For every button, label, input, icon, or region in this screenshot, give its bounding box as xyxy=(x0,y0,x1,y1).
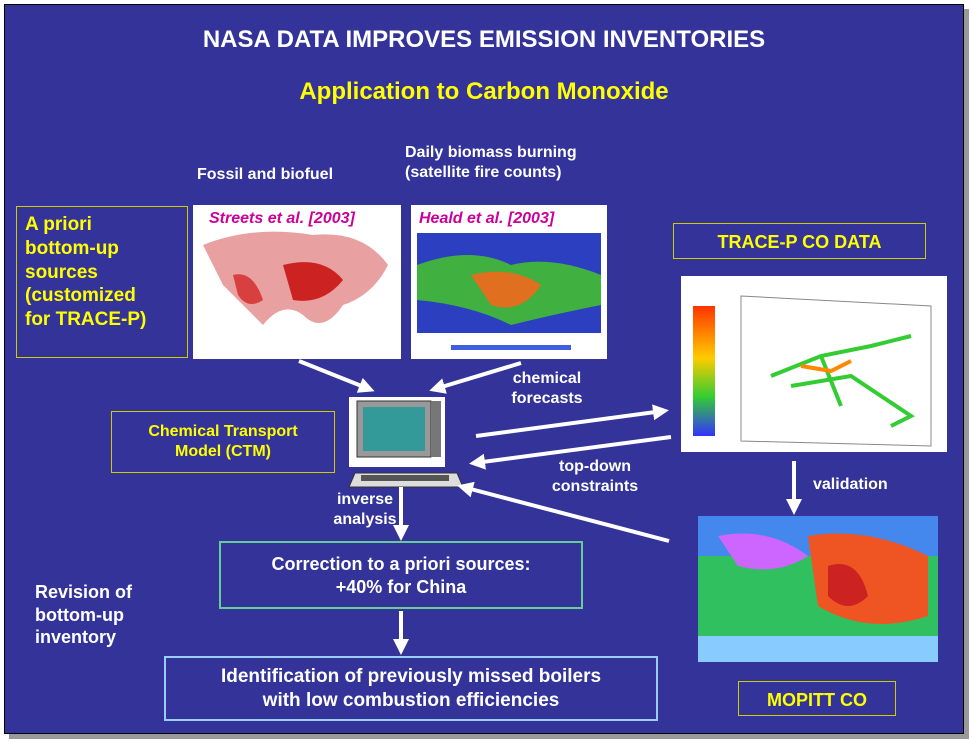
page: NASA DATA IMPROVES EMISSION INVENTORIES … xyxy=(0,0,972,742)
slide: NASA DATA IMPROVES EMISSION INVENTORIES … xyxy=(4,4,964,734)
arrows xyxy=(5,5,963,733)
